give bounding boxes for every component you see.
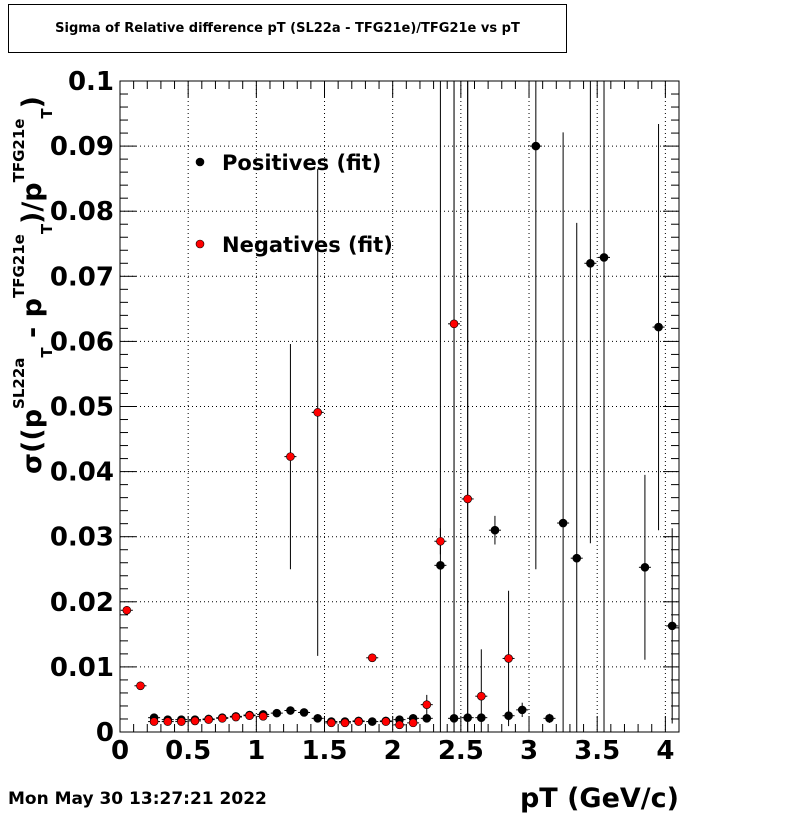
plot-frame [119, 80, 680, 733]
legend-marker [195, 157, 205, 167]
data-point [381, 717, 391, 726]
data-point [217, 714, 227, 723]
data-point [340, 718, 350, 728]
footer-date: Mon May 30 13:27:21 2022 [8, 789, 267, 809]
y-tick-label: 0.07 [50, 262, 114, 292]
data-point [258, 712, 268, 721]
data-point [190, 716, 200, 726]
series-negatives [120, 81, 515, 732]
tick-labels: 0 0.5 1 1.5 2 2.5 3 3.5 4 0 0.01 0.02 0.03 0.04 0.05 0.… [50, 67, 675, 766]
data-series [120, 81, 679, 732]
data-point [545, 714, 554, 723]
x-tick-label: 1 [247, 736, 265, 766]
y-tick-label: 0.02 [50, 588, 114, 618]
x-tick-label: 0 [111, 736, 129, 766]
y-tick-label: 0.04 [50, 458, 114, 488]
data-point [204, 715, 213, 724]
data-point [313, 408, 322, 417]
data-point [640, 562, 650, 572]
x-tick-label: 4 [656, 736, 674, 766]
data-point [163, 717, 173, 726]
data-point [299, 708, 309, 717]
x-tick-label: 3.5 [574, 736, 620, 766]
data-point [313, 714, 322, 723]
data-point [599, 253, 609, 262]
data-point [122, 605, 132, 615]
data-point [354, 717, 363, 726]
data-point [517, 705, 527, 715]
data-point [504, 654, 513, 663]
x-tick-label: 0.5 [165, 736, 211, 766]
x-tick-label: 3 [520, 736, 538, 766]
x-tick-label: 2.5 [438, 736, 484, 766]
x-tick-label: 2 [384, 736, 402, 766]
data-point [327, 718, 336, 728]
data-point [422, 714, 432, 723]
data-point [436, 561, 445, 570]
y-axis-label: σ((pSL22aT - pTFG21eT)/pTFG21eT) [10, 96, 56, 474]
data-point [558, 518, 568, 528]
legend-marker [195, 239, 205, 249]
data-point [286, 706, 295, 715]
data-point [449, 319, 459, 329]
x-tick-label: 1.5 [301, 736, 347, 766]
data-point [586, 258, 595, 268]
data-point [136, 681, 145, 691]
data-point [654, 322, 663, 332]
data-point [367, 653, 377, 663]
data-point [286, 452, 295, 461]
data-point [667, 621, 677, 631]
data-point [149, 717, 159, 726]
axis-ticks [119, 80, 680, 733]
data-point [572, 553, 582, 563]
data-point [367, 717, 377, 726]
legend-label: Positives (fit) [222, 151, 381, 175]
data-point [245, 711, 254, 721]
data-point [408, 718, 418, 728]
legend: Positives (fit) Negatives (fit) [195, 151, 393, 257]
data-point [531, 141, 541, 151]
series-positives [148, 81, 679, 732]
y-tick-label: 0 [96, 718, 114, 748]
data-point [463, 494, 472, 504]
chart-title: Sigma of Relative difference pT (SL22a -… [55, 21, 520, 36]
y-tick-label: 0.09 [50, 132, 114, 162]
y-tick-label: 0.06 [50, 327, 114, 357]
x-axis-label: pT (GeV/c) [520, 783, 679, 814]
data-point [395, 720, 404, 730]
plot-border [119, 80, 680, 733]
data-point [177, 717, 186, 726]
y-tick-label: 0.08 [50, 197, 114, 227]
data-point [272, 708, 282, 718]
y-tick-label: 0.05 [50, 393, 114, 423]
data-point [231, 712, 241, 722]
grid [120, 81, 679, 732]
data-point [477, 691, 486, 701]
data-point [490, 525, 500, 535]
chart-title-box: Sigma of Relative difference pT (SL22a -… [8, 4, 567, 53]
legend-label: Negatives (fit) [222, 233, 393, 257]
y-tick-label: 0.1 [68, 67, 114, 97]
y-tick-label: 0.03 [50, 523, 114, 553]
data-point [422, 700, 432, 709]
data-point [436, 536, 445, 546]
y-tick-label: 0.01 [50, 653, 114, 683]
